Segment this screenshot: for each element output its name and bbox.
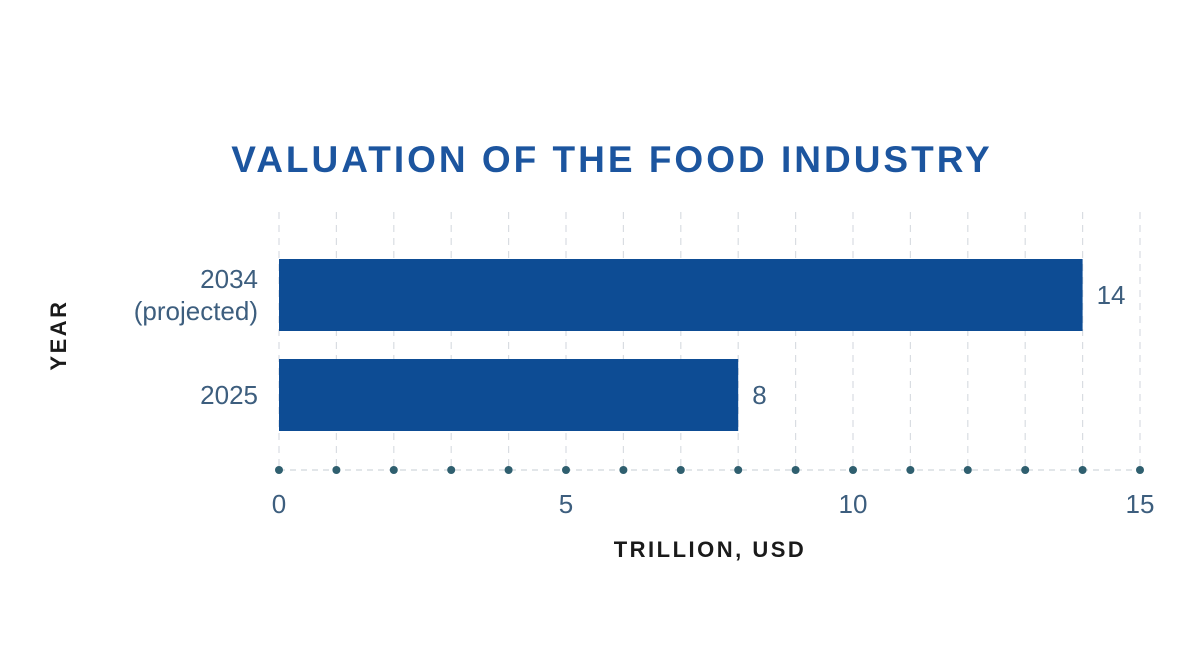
x-tick-label: 10 (839, 489, 868, 519)
grid-lines (278, 212, 1141, 470)
category-label: 2034 (projected) (134, 264, 258, 326)
x-tick-dot (504, 466, 513, 474)
chart-title: VALUATION OF THE FOOD INDUSTRY (231, 139, 992, 180)
x-tick-dot (676, 466, 685, 474)
x-tick-label: 0 (272, 489, 286, 519)
bar (279, 259, 1083, 331)
x-tick-label: 15 (1126, 489, 1155, 519)
category-label: 2025 (200, 380, 258, 410)
x-tick-dot (275, 466, 283, 474)
x-tick-dot (1078, 466, 1087, 474)
bars (279, 259, 1083, 431)
data-label: 8 (752, 380, 766, 410)
x-tick-dot (1136, 466, 1144, 474)
x-tick-dot (906, 466, 915, 474)
x-tick-dot (1021, 466, 1030, 474)
x-tick-dot (791, 466, 800, 474)
x-tick-dot (963, 466, 972, 474)
x-tick-dot (619, 466, 628, 474)
x-tick-dot (562, 466, 570, 474)
x-axis-title: TRILLION, USD (614, 537, 807, 562)
data-label: 14 (1097, 280, 1126, 310)
x-axis (275, 466, 1144, 474)
category-label-line: 2034 (200, 264, 258, 294)
y-axis-title: YEAR (46, 299, 71, 370)
x-tick-dot (332, 466, 341, 474)
bar (279, 359, 739, 431)
labels: 0 5 10 15 14 2034 (projected) 8 2025 (134, 264, 1155, 519)
x-tick-dot (447, 466, 456, 474)
category-label-line: (projected) (134, 296, 258, 326)
x-tick-label: 5 (559, 489, 573, 519)
x-tick-dot (389, 466, 398, 474)
x-tick-dot (849, 466, 857, 474)
x-tick-dot (734, 466, 743, 474)
category-label-line: 2025 (200, 380, 258, 410)
